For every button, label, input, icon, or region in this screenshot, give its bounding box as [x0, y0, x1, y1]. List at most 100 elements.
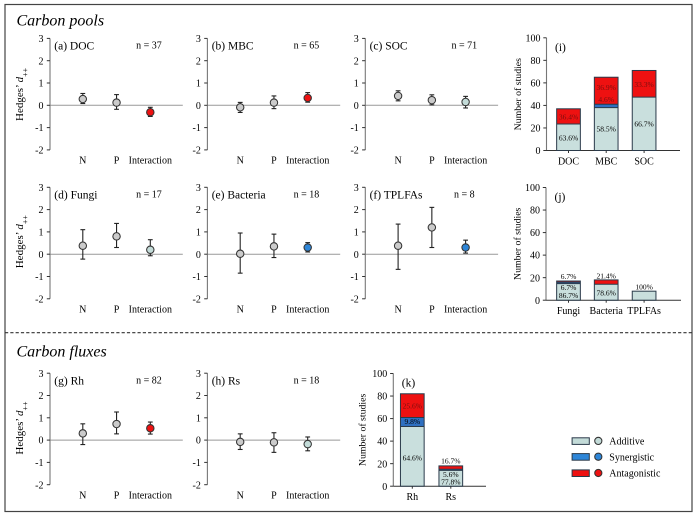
svg-text:DOC: DOC [558, 156, 579, 167]
svg-text:n = 65: n = 65 [294, 41, 320, 52]
svg-text:33.3%: 33.3% [634, 80, 653, 89]
svg-text:0: 0 [39, 250, 44, 261]
svg-text:P: P [114, 305, 120, 316]
svg-text:n = 17: n = 17 [136, 190, 162, 201]
svg-text:2: 2 [354, 56, 359, 67]
svg-text:40: 40 [530, 251, 540, 262]
svg-text:16.7%: 16.7% [441, 456, 460, 465]
svg-text:-2: -2 [193, 480, 201, 491]
svg-text:Rh: Rh [406, 492, 418, 503]
svg-text:P: P [114, 156, 120, 167]
svg-text:-1: -1 [35, 458, 43, 469]
svg-text:66.7%: 66.7% [634, 120, 653, 129]
svg-text:Number of studies: Number of studies [357, 394, 368, 467]
svg-text:P: P [271, 156, 277, 167]
svg-text:2: 2 [39, 391, 44, 402]
svg-text:100: 100 [525, 183, 540, 194]
svg-text:(c) SOC: (c) SOC [370, 41, 408, 53]
svg-text:N: N [394, 156, 401, 167]
svg-text:N: N [79, 491, 86, 502]
svg-text:Interaction: Interaction [444, 156, 487, 167]
svg-text:N: N [237, 156, 244, 167]
svg-text:-1: -1 [35, 123, 43, 134]
svg-text:N: N [237, 305, 244, 316]
svg-text:n = 18: n = 18 [294, 190, 320, 201]
svg-text:40: 40 [531, 101, 541, 112]
svg-text:60: 60 [531, 79, 541, 90]
svg-text:60: 60 [530, 228, 540, 239]
svg-text:(i): (i) [555, 42, 566, 54]
svg-text:20: 20 [531, 124, 541, 135]
svg-text:21.4%: 21.4% [597, 271, 616, 280]
svg-text:20: 20 [377, 459, 387, 470]
svg-text:n = 71: n = 71 [451, 41, 477, 52]
svg-text:0: 0 [382, 482, 387, 493]
svg-text:n = 37: n = 37 [136, 41, 162, 52]
svg-text:1: 1 [196, 413, 201, 424]
svg-text:60: 60 [377, 414, 387, 425]
svg-text:-1: -1 [193, 458, 201, 469]
svg-text:-1: -1 [350, 123, 358, 134]
svg-text:Carbon pools: Carbon pools [17, 13, 105, 30]
svg-text:-1: -1 [350, 272, 358, 283]
svg-text:58.5%: 58.5% [597, 125, 616, 134]
svg-text:N: N [237, 491, 244, 502]
svg-text:Interaction: Interaction [129, 491, 172, 502]
svg-text:3: 3 [39, 369, 44, 380]
svg-text:80: 80 [377, 392, 387, 403]
svg-text:Number of studies: Number of studies [513, 58, 524, 131]
svg-text:6.7%: 6.7% [561, 283, 577, 292]
svg-text:-2: -2 [35, 480, 43, 491]
svg-text:1: 1 [196, 79, 201, 90]
svg-text:3: 3 [39, 34, 44, 45]
svg-text:2: 2 [196, 391, 201, 402]
svg-text:1: 1 [354, 228, 359, 239]
svg-text:-2: -2 [35, 294, 43, 305]
svg-text:SOC: SOC [634, 156, 654, 167]
svg-text:(b) MBC: (b) MBC [212, 41, 254, 53]
svg-text:3: 3 [39, 183, 44, 194]
svg-text:1: 1 [39, 79, 44, 90]
svg-text:(j): (j) [555, 192, 566, 204]
svg-text:0: 0 [196, 436, 201, 447]
svg-text:78.6%: 78.6% [597, 289, 616, 298]
svg-text:Antagonistic: Antagonistic [609, 469, 661, 480]
svg-text:2: 2 [196, 56, 201, 67]
svg-text:-1: -1 [35, 272, 43, 283]
svg-text:80: 80 [530, 206, 540, 217]
svg-text:3: 3 [354, 183, 359, 194]
svg-text:Number of studies: Number of studies [513, 207, 524, 280]
svg-text:Interaction: Interaction [286, 491, 329, 502]
svg-text:1: 1 [354, 79, 359, 90]
svg-text:64.6%: 64.6% [403, 454, 422, 463]
svg-text:P: P [429, 156, 435, 167]
svg-text:36.9%: 36.9% [597, 83, 616, 92]
svg-text:Synergistic: Synergistic [609, 452, 654, 463]
svg-text:80: 80 [531, 56, 541, 67]
svg-text:5.6%: 5.6% [443, 470, 459, 479]
svg-text:TPLFAs: TPLFAs [627, 306, 661, 317]
svg-text:(k): (k) [402, 378, 416, 390]
svg-text:2: 2 [39, 56, 44, 67]
svg-text:Bacteria: Bacteria [590, 306, 624, 317]
svg-text:Interaction: Interaction [286, 305, 329, 316]
svg-text:25.6%: 25.6% [403, 402, 422, 411]
svg-text:Additive: Additive [609, 437, 645, 448]
svg-text:36.4%: 36.4% [559, 113, 578, 122]
svg-text:n = 8: n = 8 [454, 190, 475, 201]
svg-text:2: 2 [354, 205, 359, 216]
svg-text:N: N [394, 305, 401, 316]
svg-text:Rs: Rs [446, 492, 457, 503]
svg-text:9.8%: 9.8% [404, 417, 420, 426]
svg-text:0: 0 [354, 250, 359, 261]
svg-text:(e) Bacteria: (e) Bacteria [212, 190, 266, 202]
svg-text:100: 100 [526, 33, 541, 44]
svg-text:Interaction: Interaction [444, 305, 487, 316]
svg-text:(a) DOC: (a) DOC [54, 41, 94, 53]
svg-text:0: 0 [39, 101, 44, 112]
svg-text:Carbon fluxes: Carbon fluxes [17, 344, 107, 361]
svg-text:2: 2 [39, 205, 44, 216]
svg-text:3: 3 [196, 34, 201, 45]
svg-text:-2: -2 [193, 146, 201, 157]
svg-text:40: 40 [377, 437, 387, 448]
